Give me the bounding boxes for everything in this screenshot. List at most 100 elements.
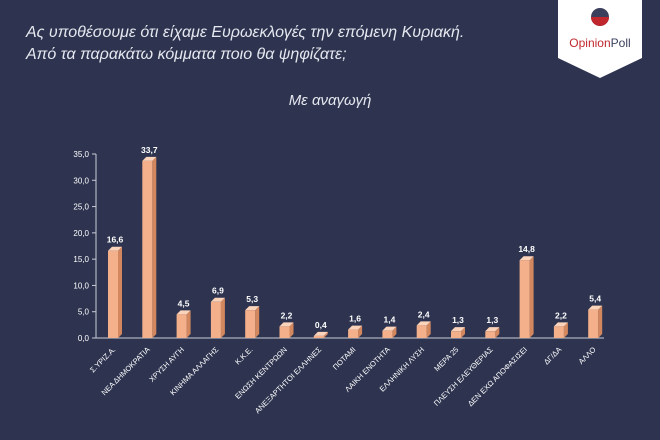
bar-front xyxy=(142,160,153,338)
bar-top xyxy=(313,331,328,336)
bar-side xyxy=(529,256,534,338)
bar-front xyxy=(588,309,599,338)
bar-top xyxy=(176,310,191,315)
value-label: 2,4 xyxy=(418,309,430,319)
survey-question: Ας υποθέσουμε ότι είχαμε Ευρωεκλογές την… xyxy=(26,22,566,66)
category-label: ΑΛΛΟ xyxy=(577,345,598,366)
bar-top xyxy=(451,327,465,332)
category-label: ΔΕΝ ΕΧΩ ΑΠΟΦΑΣΙΣΕΙ xyxy=(466,345,529,408)
bar xyxy=(108,246,122,338)
bar-side xyxy=(152,156,157,338)
bar-top xyxy=(519,256,534,261)
value-label: 16,6 xyxy=(107,235,124,245)
bars xyxy=(108,156,603,338)
y-tick-label: 10,0 xyxy=(73,281,89,290)
logo-text-opinion: Opinion xyxy=(569,36,610,50)
y-tick-label: 5,0 xyxy=(78,308,90,317)
bar-front xyxy=(210,301,221,338)
value-label: 6,9 xyxy=(212,286,224,296)
bar xyxy=(279,322,294,338)
value-label: 1,6 xyxy=(349,314,361,324)
bar-front xyxy=(382,330,393,338)
bar-top xyxy=(108,246,122,251)
bar xyxy=(416,321,431,338)
opinionpoll-logo-badge: OpinionPoll xyxy=(558,0,642,78)
bar-side xyxy=(323,331,328,338)
value-label: 14,8 xyxy=(518,244,535,254)
bar-top xyxy=(416,321,431,326)
bar-side xyxy=(118,246,122,338)
y-tick-label: 20,0 xyxy=(73,229,89,238)
bar-top xyxy=(485,327,500,332)
category-label: ΠΛΕΥΣΗ ΕΛΕΥΘΕΡΙΑΣ xyxy=(432,345,495,408)
logo-text-poll: Poll xyxy=(611,36,631,50)
bar-side xyxy=(392,326,397,338)
bar xyxy=(348,325,363,338)
bar-side xyxy=(495,327,500,338)
y-tick-label: 25,0 xyxy=(73,203,89,212)
value-labels: 16,6 33,7 4,5 6,9 5,3 2,2 0,4 1,6 1,4 2,4 1,3 1,3 14… xyxy=(107,145,602,330)
bar-top xyxy=(210,297,225,302)
bar-front xyxy=(279,326,290,338)
bar xyxy=(451,327,465,338)
category-label: ΠΟΤΑΜΙ xyxy=(331,345,358,372)
bar-side xyxy=(220,297,225,338)
bar xyxy=(210,297,225,338)
bar-side xyxy=(426,321,431,338)
bar-front xyxy=(519,260,530,338)
value-label: 33,7 xyxy=(141,145,158,155)
bar-front xyxy=(108,250,118,338)
value-label: 1,4 xyxy=(383,315,395,325)
value-label: 1,3 xyxy=(452,315,464,325)
bar-side xyxy=(358,325,363,338)
bar-top xyxy=(348,325,363,330)
bar xyxy=(142,156,157,338)
bar-top xyxy=(279,322,294,327)
value-label: 2,2 xyxy=(555,310,567,320)
bar-front xyxy=(485,331,496,338)
bar xyxy=(313,331,328,338)
bar-front xyxy=(176,314,187,338)
category-label: ΑΝΕΞΑΡΤΗΤΟΙ ΕΛΛΗΝΕΣ xyxy=(253,345,323,415)
bar-side xyxy=(461,327,465,338)
bar xyxy=(553,322,568,338)
y-tick-label: 0,0 xyxy=(78,334,90,343)
bar-top xyxy=(588,305,603,310)
logo-circle-icon xyxy=(591,8,609,26)
bar xyxy=(382,326,397,338)
bar-side xyxy=(186,310,191,338)
value-label: 5,3 xyxy=(246,294,258,304)
bar xyxy=(245,306,260,338)
value-label: 1,3 xyxy=(486,315,498,325)
y-tick-label: 30,0 xyxy=(73,176,89,185)
bar-front xyxy=(245,310,256,338)
value-label: 0,4 xyxy=(315,320,327,330)
y-tick-label: 15,0 xyxy=(73,255,89,264)
bar-front xyxy=(451,331,461,338)
question-line-1: Ας υποθέσουμε ότι είχαμε Ευρωεκλογές την… xyxy=(26,24,465,41)
category-label: ΜΕΡΑ 25 xyxy=(432,345,460,373)
bar xyxy=(519,256,534,338)
bar-top xyxy=(245,306,260,311)
bar-side xyxy=(255,306,260,338)
svg-text:OpinionPoll: OpinionPoll xyxy=(569,36,630,50)
value-label: 5,4 xyxy=(589,294,601,304)
bar-top xyxy=(142,156,157,161)
bar-side xyxy=(563,322,568,338)
question-line-2: Από τα παρακάτω κόμματα ποιο θα ψηφίζατε… xyxy=(26,46,347,63)
category-label: ΔΓ/ΔΑ xyxy=(542,345,563,366)
bar-front xyxy=(348,329,359,338)
bar xyxy=(485,327,500,338)
chart-subtitle: Με αναγωγή xyxy=(288,92,372,109)
bar xyxy=(588,305,603,338)
category-label: Κ.Κ.Ε. xyxy=(233,345,254,366)
category-label: Σ.ΥΡΙΖ.Α. xyxy=(88,345,117,374)
value-label: 2,2 xyxy=(281,310,293,320)
logo-badge-background xyxy=(558,0,642,78)
bar-front xyxy=(553,326,564,338)
bar-front xyxy=(313,335,324,338)
bar-top xyxy=(382,326,397,331)
bar-side xyxy=(598,305,603,338)
